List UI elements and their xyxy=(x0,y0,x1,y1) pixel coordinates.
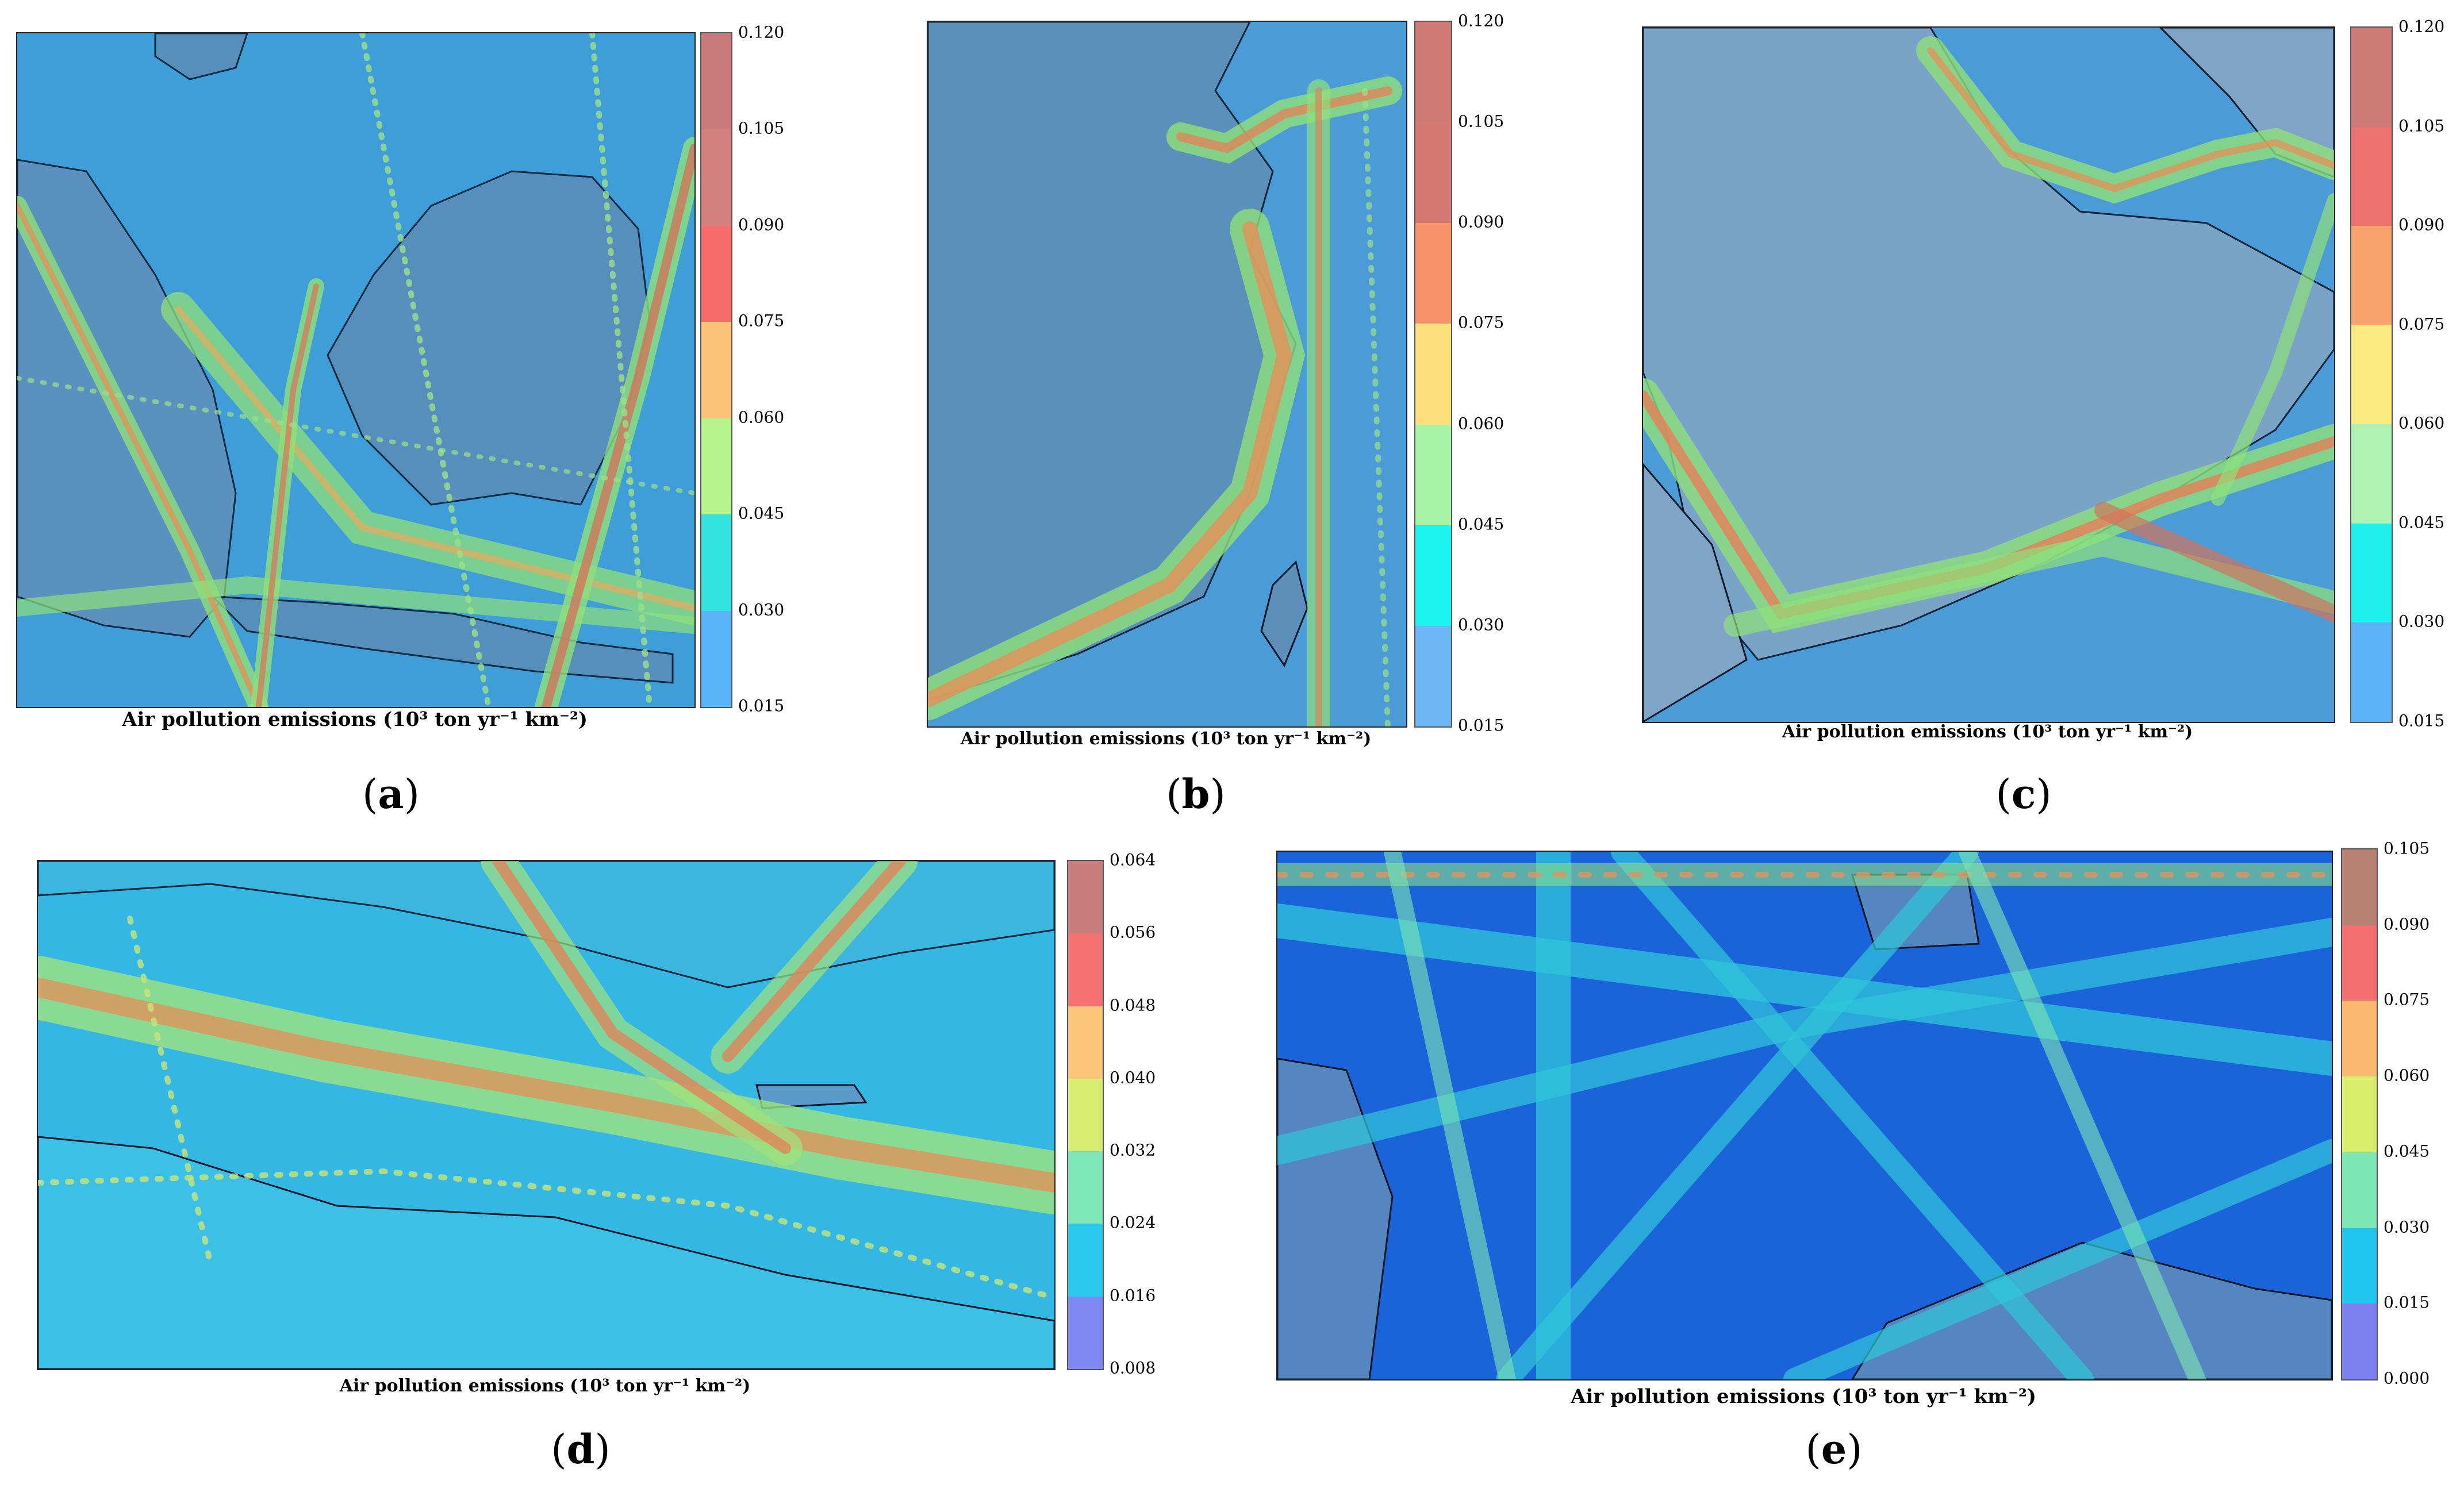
colorbar-a-segment xyxy=(701,129,731,226)
colorbar-c xyxy=(2350,26,2393,723)
colorbar-b-segment xyxy=(1415,424,1451,525)
panel-label-e: (e) xyxy=(1805,1425,1863,1473)
colorbar-c-segment xyxy=(2351,226,2392,325)
colorbar-b-tick-label: 0.045 xyxy=(1458,514,1505,534)
panel-label-b: (b) xyxy=(1166,770,1226,818)
colorbar-a-tick-label: 0.075 xyxy=(738,311,785,330)
colorbar-c-tick-label: 0.045 xyxy=(2398,513,2445,532)
colorbar-a-segment xyxy=(701,418,731,515)
colorbar-b-segment xyxy=(1415,525,1451,626)
map-a-southeast-asia xyxy=(16,32,696,708)
colorbar-d-segment xyxy=(1068,1224,1103,1297)
colorbar-a xyxy=(700,32,732,708)
colorbar-e-tick-label: 0.030 xyxy=(2384,1217,2430,1237)
colorbar-b-segment xyxy=(1415,625,1451,726)
colorbar-b-tick-label: 0.015 xyxy=(1458,716,1505,735)
colorbar-d-tick-label: 0.040 xyxy=(1110,1068,1156,1087)
axis-label-d: Air pollution emissions (10³ ton yr⁻¹ km… xyxy=(339,1376,751,1396)
colorbar-e-tick-label: 0.090 xyxy=(2384,914,2430,934)
colorbar-c-tick-label: 0.060 xyxy=(2398,413,2445,433)
axis-label-c: Air pollution emissions (10³ ton yr⁻¹ km… xyxy=(1782,722,2193,742)
colorbar-d-segment xyxy=(1068,933,1103,1006)
colorbar-a-tick-label: 0.045 xyxy=(738,503,785,523)
axis-label-a: Air pollution emissions (10³ ton yr⁻¹ km… xyxy=(122,708,588,731)
colorbar-d-segment xyxy=(1068,1078,1103,1152)
colorbar-d-segment xyxy=(1068,861,1103,934)
colorbar-e-tick-label: 0.045 xyxy=(2384,1141,2430,1161)
colorbar-c-segment xyxy=(2351,28,2392,127)
colorbar-d-tick-label: 0.032 xyxy=(1110,1140,1156,1160)
colorbar-a-tick-label: 0.105 xyxy=(738,118,785,138)
colorbar-a-tick-label: 0.060 xyxy=(738,407,785,427)
colorbar-e-segment xyxy=(2342,1303,2377,1379)
colorbar-e-tick-label: 0.015 xyxy=(2384,1293,2430,1312)
colorbar-a-segment xyxy=(701,322,731,418)
colorbar-b-tick-label: 0.120 xyxy=(1458,11,1505,30)
colorbar-a-segment xyxy=(701,610,731,707)
colorbar-d-segment xyxy=(1068,1296,1103,1369)
colorbar-d-tick-label: 0.024 xyxy=(1110,1213,1156,1232)
colorbar-d-tick-label: 0.056 xyxy=(1110,922,1156,942)
colorbar-b-segment xyxy=(1415,324,1451,425)
colorbar-b-tick-label: 0.090 xyxy=(1458,212,1505,232)
colorbar-e-segment xyxy=(2342,925,2377,1001)
colorbar-d-tick-label: 0.008 xyxy=(1110,1358,1156,1378)
colorbar-a-tick-label: 0.030 xyxy=(738,600,785,620)
colorbar-b-tick-label: 0.030 xyxy=(1458,615,1505,635)
colorbar-e-tick-label: 0.000 xyxy=(2384,1368,2430,1388)
panel-label-c: (c) xyxy=(1995,770,2052,818)
map-b-china-coast xyxy=(927,21,1407,728)
colorbar-c-segment xyxy=(2351,126,2392,226)
colorbar-a-tick-label: 0.120 xyxy=(738,22,785,42)
colorbar-c-segment xyxy=(2351,424,2392,524)
colorbar-c-tick-label: 0.015 xyxy=(2398,711,2445,730)
colorbar-a-segment xyxy=(701,225,731,322)
colorbar-a-tick-label: 0.090 xyxy=(738,215,785,234)
colorbar-d-tick-label: 0.016 xyxy=(1110,1286,1156,1305)
colorbar-d xyxy=(1067,860,1104,1370)
colorbar-e-segment xyxy=(2342,1001,2377,1077)
colorbar-c-tick-label: 0.030 xyxy=(2398,612,2445,631)
colorbar-c-tick-label: 0.075 xyxy=(2398,314,2445,334)
colorbar-e-segment xyxy=(2342,1228,2377,1304)
colorbar-e-tick-label: 0.105 xyxy=(2384,839,2430,858)
colorbar-a-segment xyxy=(701,514,731,611)
colorbar-e-tick-label: 0.060 xyxy=(2384,1066,2430,1085)
colorbar-e-segment xyxy=(2342,849,2377,925)
colorbar-e-tick-label: 0.075 xyxy=(2384,990,2430,1009)
colorbar-c-segment xyxy=(2351,325,2392,425)
colorbar-c-tick-label: 0.105 xyxy=(2398,116,2445,136)
colorbar-b-segment xyxy=(1415,223,1451,324)
colorbar-d-tick-label: 0.048 xyxy=(1110,995,1156,1015)
colorbar-c-segment xyxy=(2351,622,2392,722)
panel-label-a: (a) xyxy=(362,770,420,818)
colorbar-b xyxy=(1414,21,1452,728)
map-c-arabian-peninsula xyxy=(1642,26,2335,723)
map-e-caribbean xyxy=(1276,851,2333,1381)
map-d-mediterranean xyxy=(37,860,1056,1370)
colorbar-c-tick-label: 0.120 xyxy=(2398,17,2445,36)
colorbar-b-tick-label: 0.105 xyxy=(1458,111,1505,131)
colorbar-a-segment xyxy=(701,33,731,130)
colorbar-c-segment xyxy=(2351,523,2392,623)
colorbar-d-segment xyxy=(1068,1006,1103,1079)
axis-label-e: Air pollution emissions (10³ ton yr⁻¹ km… xyxy=(1571,1385,2036,1408)
colorbar-b-segment xyxy=(1415,122,1451,224)
colorbar-d-tick-label: 0.064 xyxy=(1110,850,1156,870)
colorbar-a-tick-label: 0.015 xyxy=(738,696,785,716)
colorbar-b-tick-label: 0.060 xyxy=(1458,414,1505,433)
colorbar-d-segment xyxy=(1068,1151,1103,1224)
colorbar-e xyxy=(2341,848,2378,1381)
colorbar-b-tick-label: 0.075 xyxy=(1458,313,1505,332)
colorbar-e-segment xyxy=(2342,1152,2377,1228)
colorbar-c-tick-label: 0.090 xyxy=(2398,215,2445,234)
panel-label-d: (d) xyxy=(551,1425,611,1473)
axis-label-b: Air pollution emissions (10³ ton yr⁻¹ km… xyxy=(960,729,1372,749)
colorbar-b-segment xyxy=(1415,22,1451,123)
colorbar-e-segment xyxy=(2342,1076,2377,1152)
